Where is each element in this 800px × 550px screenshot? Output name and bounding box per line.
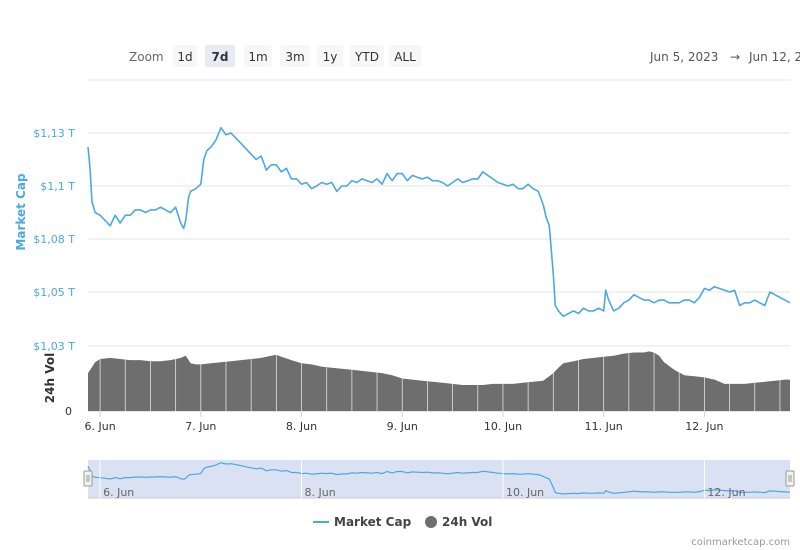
zoom-button-1y[interactable]: 1y xyxy=(317,45,343,67)
x-tick-label: 12. Jun xyxy=(685,420,723,433)
navigator-tick-label: 10. Jun xyxy=(506,486,544,499)
zoom-button-1d[interactable]: 1d xyxy=(173,45,197,67)
y-tick-label: $1,05 T xyxy=(33,286,75,299)
zoom-button-label: 3m xyxy=(285,50,304,64)
legend-circle-icon xyxy=(425,516,437,528)
market-cap-line xyxy=(87,126,791,318)
zoom-button-bg xyxy=(389,45,421,67)
x-tick-label: 8. Jun xyxy=(286,420,317,433)
gridlines xyxy=(88,79,790,412)
volume-area xyxy=(88,351,790,411)
vol-tick-label: 0 xyxy=(65,405,72,418)
zoom-button-label: 7d xyxy=(212,50,229,64)
volume-series xyxy=(88,351,790,411)
date-arrow: → xyxy=(730,50,740,64)
zoom-button-bg xyxy=(244,45,272,67)
navigator-selection[interactable] xyxy=(88,460,790,498)
zoom-button-1m[interactable]: 1m xyxy=(244,45,272,67)
zoom-button-label: 1y xyxy=(323,50,338,64)
date-range: Jun 5, 2023 → Jun 12, 2023 xyxy=(649,50,800,64)
zoom-button-bg xyxy=(317,45,343,67)
handle-grip-icon xyxy=(785,470,795,487)
zoom-button-label: YTD xyxy=(354,50,379,64)
navigator-handle-right[interactable] xyxy=(785,470,795,487)
credit-link[interactable]: coinmarketcap.com xyxy=(691,537,790,548)
market-cap-y-axis: $1,03 T $1,05 T $1,08 T $1,1 T $1,13 T xyxy=(33,127,75,353)
x-tick-label: 6. Jun xyxy=(84,420,115,433)
zoom-button-label: 1d xyxy=(177,50,192,64)
navigator-tick-label: 6. Jun xyxy=(103,486,134,499)
x-tick-label: 9. Jun xyxy=(387,420,418,433)
y-tick-label: $1,13 T xyxy=(33,127,75,140)
legend-label-market-cap: Market Cap xyxy=(334,515,412,529)
zoom-button-bg xyxy=(173,45,197,67)
y-tick-label: $1,08 T xyxy=(33,233,75,246)
zoom-button-bg xyxy=(350,45,384,67)
zoom-buttons: 1d 7d 1m 3m 1y YTD ALL xyxy=(173,45,421,67)
handle-grip-icon xyxy=(83,470,93,487)
zoom-label: Zoom xyxy=(129,50,164,64)
market-cap-series xyxy=(87,126,791,318)
y-tick-label: $1,03 T xyxy=(33,340,75,353)
legend-label-volume: 24h Vol xyxy=(442,515,492,529)
date-from-input[interactable]: Jun 5, 2023 xyxy=(649,50,718,64)
volume-axis-title: 24h Vol xyxy=(43,353,57,403)
zoom-toolbar: Zoom 1d 7d 1m 3m 1y YTD ALL xyxy=(129,45,421,67)
volume-y-axis: 0 xyxy=(65,405,72,418)
zoom-button-ytd[interactable]: YTD xyxy=(350,45,384,67)
navigator[interactable]: 6. Jun 8. Jun 10. Jun 12. Jun xyxy=(83,460,795,499)
zoom-button-bg xyxy=(280,45,310,67)
y-tick-label: $1,1 T xyxy=(40,180,75,193)
x-tick-label: 7. Jun xyxy=(185,420,216,433)
navigator-tick-label: 8. Jun xyxy=(305,486,336,499)
zoom-button-label: 1m xyxy=(248,50,267,64)
zoom-button-bg xyxy=(205,45,235,67)
market-cap-axis-title: Market Cap xyxy=(14,173,28,251)
date-to-input[interactable]: Jun 12, 2023 xyxy=(748,50,800,64)
zoom-button-label: ALL xyxy=(394,50,416,64)
legend-item-volume[interactable]: 24h Vol xyxy=(425,515,492,529)
zoom-button-7d[interactable]: 7d xyxy=(205,45,235,67)
x-axis: 6. Jun 7. Jun 8. Jun 9. Jun 10. Jun 11. Jun 12… xyxy=(84,411,724,433)
legend: Market Cap 24h Vol xyxy=(313,515,492,529)
navigator-handle-left[interactable] xyxy=(83,470,93,487)
navigator-tick-label: 12. Jun xyxy=(707,486,745,499)
navigator-line xyxy=(87,462,791,495)
legend-item-market-cap[interactable]: Market Cap xyxy=(313,515,412,529)
zoom-button-3m[interactable]: 3m xyxy=(280,45,310,67)
zoom-button-all[interactable]: ALL xyxy=(389,45,421,67)
x-tick-label: 10. Jun xyxy=(484,420,522,433)
x-tick-label: 11. Jun xyxy=(585,420,623,433)
